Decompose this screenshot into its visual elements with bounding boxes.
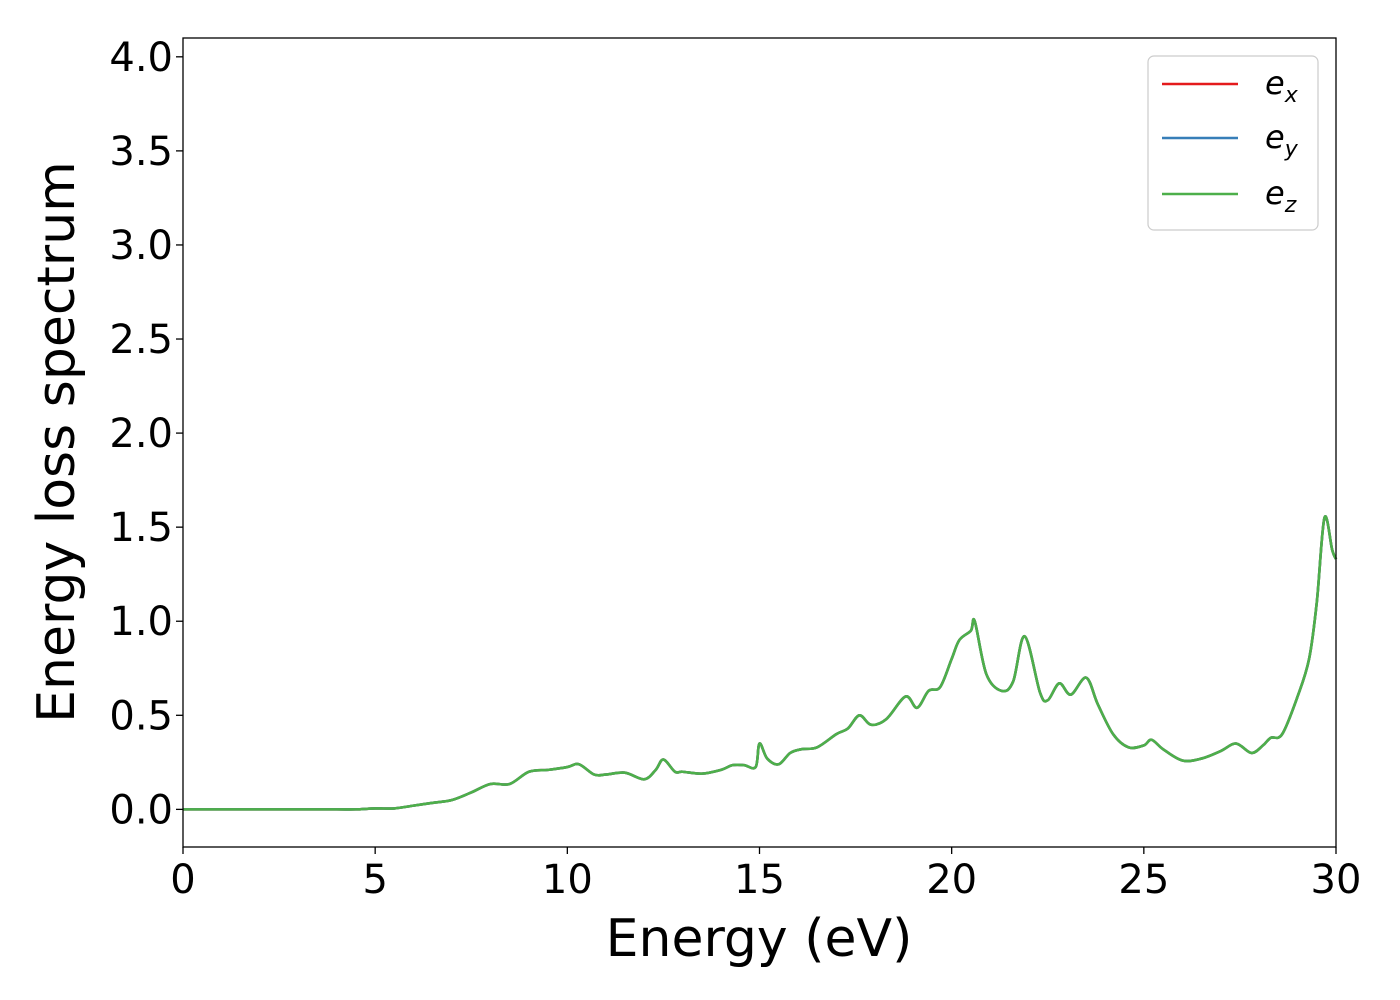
x-tick-label: 25 [1118, 857, 1169, 903]
y-tick-label: 1.5 [109, 505, 173, 551]
y-tick-label: 1.0 [109, 599, 173, 645]
y-tick-label: 2.5 [109, 317, 173, 363]
x-tick-label: 10 [542, 857, 593, 903]
x-axis-title: Energy (eV) [606, 909, 913, 969]
x-tick-label: 20 [926, 857, 977, 903]
legend-box [1147, 55, 1319, 231]
legend: ex ey ez [1147, 55, 1319, 231]
legend-label-z: ez [1265, 174, 1297, 218]
legend-label-x: ex [1265, 64, 1299, 108]
y-tick-label: 0.5 [109, 693, 173, 739]
y-tick-label: 2.0 [109, 411, 173, 457]
series-line-e-z [182, 515, 1338, 811]
y-tick-label: 4.0 [109, 35, 173, 81]
x-tick-label: 15 [734, 857, 785, 903]
y-tick-label: 0.0 [109, 787, 173, 833]
legend-label-y: ey [1265, 118, 1299, 162]
x-tick-label: 0 [170, 857, 195, 903]
y-axis-title: Energy loss spectrum [27, 161, 87, 723]
x-axis: 0 5 10 15 20 25 30 [170, 847, 1361, 903]
series-layer [182, 515, 1338, 811]
y-tick-label: 3.0 [109, 223, 173, 269]
x-tick-label: 5 [362, 857, 387, 903]
y-axis: 0.0 0.5 1.0 1.5 2.0 2.5 3.0 3.5 4.0 [109, 35, 183, 833]
x-tick-label: 30 [1311, 857, 1362, 903]
y-tick-label: 3.5 [109, 129, 173, 175]
